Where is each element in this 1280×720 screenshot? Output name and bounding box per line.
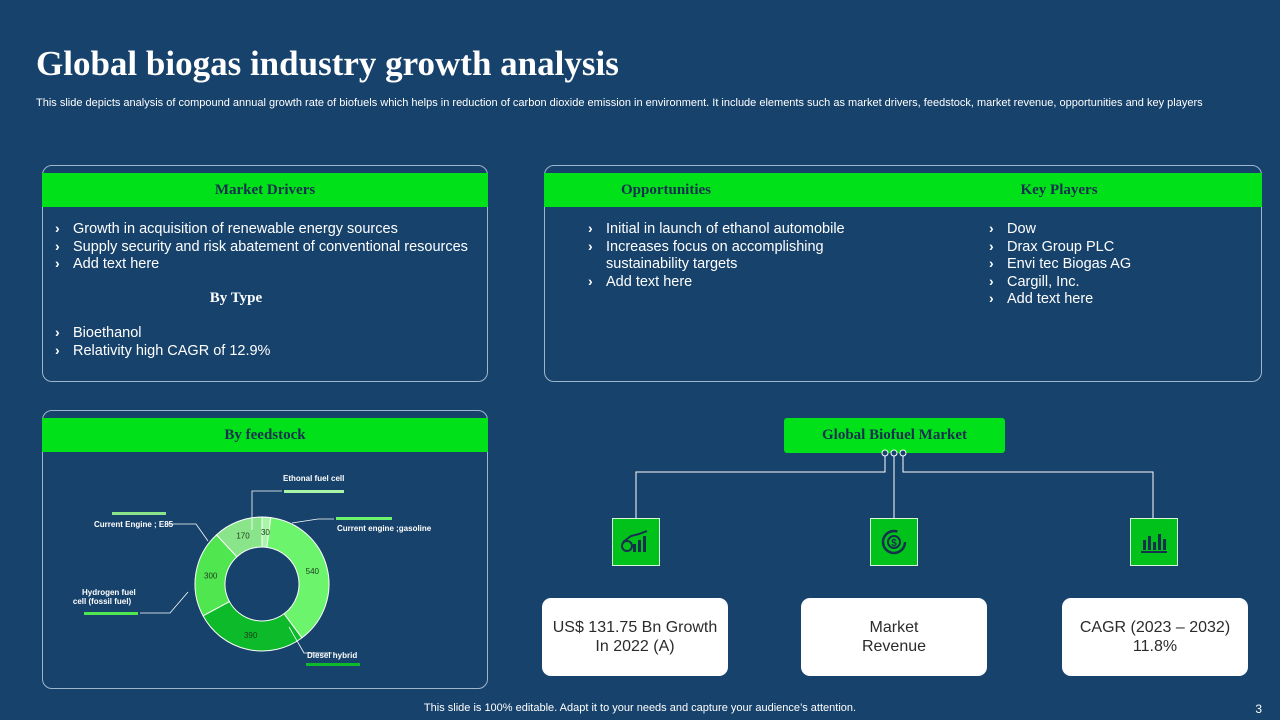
label-underline xyxy=(284,490,344,493)
donut-slice xyxy=(202,600,303,652)
list-item: Envi tec Biogas AG xyxy=(987,255,1247,274)
label-underline xyxy=(112,512,166,515)
list-item: Add text here xyxy=(53,255,483,274)
page-subtitle: This slide depicts analysis of compound … xyxy=(36,97,1203,109)
cagr-card: CAGR (2023 – 2032) 11.8% xyxy=(1062,598,1248,676)
revenue-cycle-icon: $ xyxy=(870,518,918,566)
market-growth-card: US$ 131.75 Bn Growth In 2022 (A) xyxy=(542,598,728,676)
label-underline xyxy=(336,517,392,520)
feedstock-donut-chart: 30 540 390 300 170 Ethonal fuel cell Current… xyxy=(73,474,432,666)
card-line: 11.8% xyxy=(1132,638,1178,655)
card-line: CAGR (2023 – 2032) xyxy=(1079,619,1231,636)
slice-value-label: 170 xyxy=(236,532,250,541)
by-type-heading: By Type xyxy=(209,290,263,306)
list-item: Initial in launch of ethanol automobile xyxy=(586,220,854,239)
slice-value-label: 30 xyxy=(261,528,270,537)
page-title: Global biogas industry growth analysis xyxy=(36,44,619,83)
market-drivers-panel xyxy=(42,165,488,382)
leader-line xyxy=(288,626,332,654)
page-number: 3 xyxy=(1255,702,1262,716)
feedstock-panel xyxy=(42,410,488,689)
leader-line xyxy=(291,518,334,524)
category-label-diesel: Diesel hybrid xyxy=(307,651,357,660)
opportunities-panel xyxy=(544,165,1262,382)
list-item: Cargill, Inc. xyxy=(987,273,1247,292)
donut-slice xyxy=(215,516,263,558)
slice-value-label: 300 xyxy=(204,571,218,580)
leader-line xyxy=(168,523,209,542)
bar-chart-icon xyxy=(1130,518,1178,566)
growth-chart-icon xyxy=(612,518,660,566)
card-line: Revenue xyxy=(861,638,927,655)
market-revenue-card: Market Revenue xyxy=(801,598,987,676)
connector-line xyxy=(635,453,886,518)
label-underline xyxy=(306,663,360,666)
slice-value-label: 390 xyxy=(244,631,258,640)
opportunities-header-bar: Opportunities Key Players xyxy=(544,173,1262,207)
list-item: Drax Group PLC xyxy=(987,238,1247,257)
leader-line xyxy=(140,591,189,614)
leader-line xyxy=(251,490,282,530)
category-label-gasoline: Current engine ;gasoline xyxy=(337,524,432,533)
market-drivers-list: Growth in acquisition of renewable energ… xyxy=(53,220,483,274)
biofuel-market-header: Global Biofuel Market xyxy=(784,418,1005,453)
opportunities-list: Initial in launch of ethanol automobile … xyxy=(586,220,854,292)
list-item: Add text here xyxy=(987,290,1247,309)
category-label-ethonal: Ethonal fuel cell xyxy=(283,474,344,483)
key-players-list: Dow Drax Group PLC Envi tec Biogas AG Ca… xyxy=(987,220,1247,309)
feedstock-header: By feedstock xyxy=(42,418,488,452)
card-line: US$ 131.75 Bn Growth xyxy=(552,619,718,636)
list-item: Dow xyxy=(987,220,1247,239)
connector-line xyxy=(902,453,1154,518)
card-line: In 2022 (A) xyxy=(595,638,675,655)
card-line: Market xyxy=(869,619,919,636)
footer-note: This slide is 100% editable. Adapt it to… xyxy=(423,702,857,714)
category-label-e85: Current Engine ; E85 xyxy=(94,520,174,529)
list-item: Supply security and risk abatement of co… xyxy=(53,238,483,257)
svg-text:$: $ xyxy=(891,538,897,549)
slice-value-label: 540 xyxy=(306,567,320,576)
list-item: Increases focus on accomplishing sustain… xyxy=(586,238,854,274)
list-item: Add text here xyxy=(586,273,854,292)
list-item: Bioethanol xyxy=(53,324,483,343)
by-type-list: Bioethanol Relativity high CAGR of 12.9% xyxy=(53,324,483,361)
opportunities-header: Opportunities xyxy=(620,181,711,198)
list-item: Relativity high CAGR of 12.9% xyxy=(53,342,483,361)
market-drivers-header: Market Drivers xyxy=(42,173,488,207)
category-label-hydrogen: Hydrogen fuel cell (fossil fuel) xyxy=(73,588,138,606)
label-underline xyxy=(84,612,138,615)
donut-slice xyxy=(266,517,330,639)
key-players-header: Key Players xyxy=(1020,181,1098,198)
list-item: Growth in acquisition of renewable energ… xyxy=(53,220,483,239)
